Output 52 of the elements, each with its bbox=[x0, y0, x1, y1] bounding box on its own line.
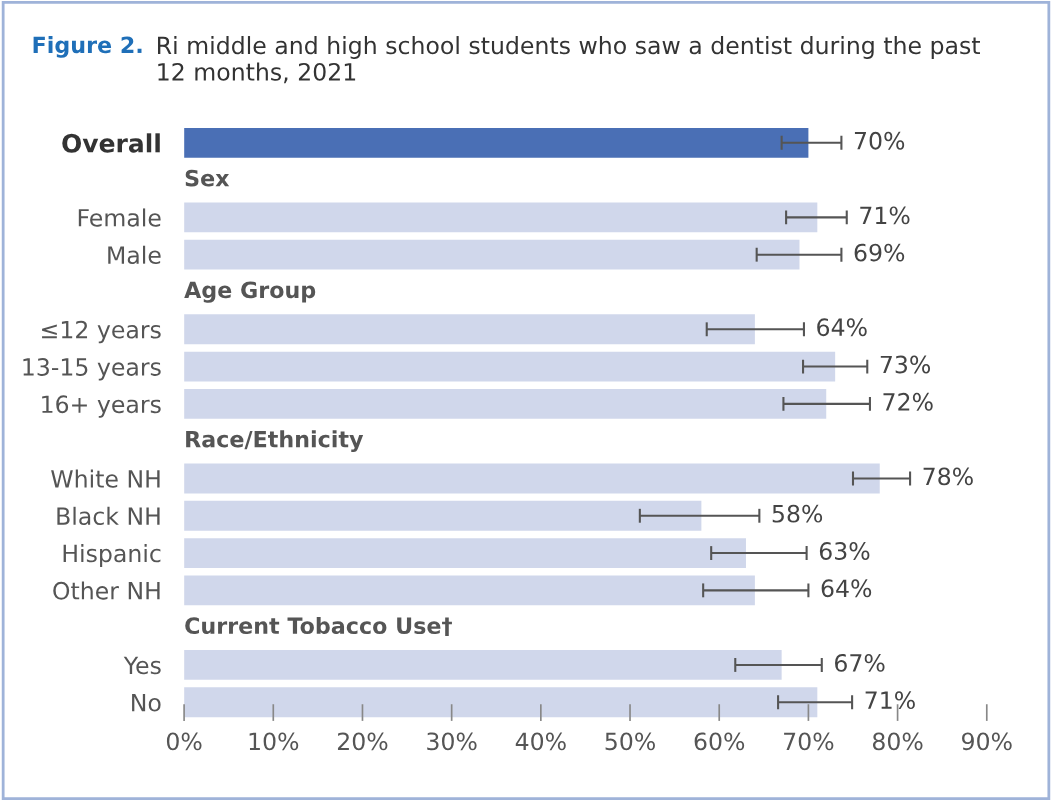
x-tick-label: 30% bbox=[427, 732, 477, 751]
y-tick-label: Female bbox=[78, 208, 161, 227]
data-label: 63% bbox=[819, 542, 870, 560]
data-label: 72% bbox=[883, 392, 933, 411]
x-tick-label: 60% bbox=[694, 732, 745, 751]
bar bbox=[184, 463, 880, 494]
x-tick-label: 90% bbox=[962, 732, 1012, 751]
y-tick-label: Black NH bbox=[57, 506, 160, 526]
data-label: 70% bbox=[854, 131, 905, 150]
data-label: 78% bbox=[923, 467, 973, 486]
x-tick-label: 70% bbox=[784, 732, 834, 751]
x-tick-label: 10% bbox=[249, 732, 299, 751]
bar bbox=[184, 202, 818, 233]
x-tick-label: 50% bbox=[605, 732, 655, 751]
chart-subtitle: Ri middle and high school students who saw a dentist during the past 12 months, 2021 bbox=[158, 36, 980, 84]
y-tick-label: White NH bbox=[51, 469, 160, 488]
y-tick-label: 13-15 years bbox=[23, 358, 161, 381]
y-tick-label: Hispanic bbox=[63, 544, 161, 567]
data-label: 64% bbox=[821, 579, 872, 598]
bar bbox=[184, 575, 755, 606]
x-tick-label: 0% bbox=[166, 732, 202, 751]
y-tick-label: Other NH bbox=[53, 581, 160, 600]
y-tick-label: Sex bbox=[185, 169, 230, 187]
y-tick-label: Current Tobacco Use† bbox=[185, 616, 452, 636]
bar bbox=[184, 314, 755, 345]
data-label: 58% bbox=[772, 504, 823, 523]
bar bbox=[184, 388, 827, 419]
bar bbox=[184, 538, 746, 568]
chart-title: Figure 2. bbox=[33, 36, 142, 58]
y-tick-label: ≤12 years bbox=[42, 320, 161, 344]
data-label: 67% bbox=[835, 653, 885, 672]
data-label: 71% bbox=[865, 691, 915, 710]
x-tick-label: 80% bbox=[872, 732, 923, 751]
data-label: 69% bbox=[854, 243, 905, 262]
y-tick-label: Yes bbox=[123, 656, 161, 675]
data-label: 64% bbox=[817, 318, 867, 337]
y-tick-label: Male bbox=[108, 245, 161, 264]
bar bbox=[184, 239, 800, 270]
data-label: 71% bbox=[860, 206, 910, 225]
data-label: 73% bbox=[880, 355, 931, 374]
bar bbox=[184, 351, 836, 382]
y-tick-label: 16+ years bbox=[42, 395, 161, 418]
x-tick-label: 40% bbox=[515, 732, 566, 751]
y-tick-label: Age Group bbox=[184, 281, 316, 303]
bar bbox=[184, 127, 809, 158]
bar bbox=[184, 500, 702, 531]
x-tick-label: 20% bbox=[337, 732, 388, 751]
bar bbox=[184, 687, 818, 718]
y-tick-label: No bbox=[132, 694, 161, 712]
y-tick-label: Race/Ethnicity bbox=[186, 430, 364, 453]
bar bbox=[184, 650, 782, 680]
y-tick-label: Overall bbox=[62, 133, 160, 153]
